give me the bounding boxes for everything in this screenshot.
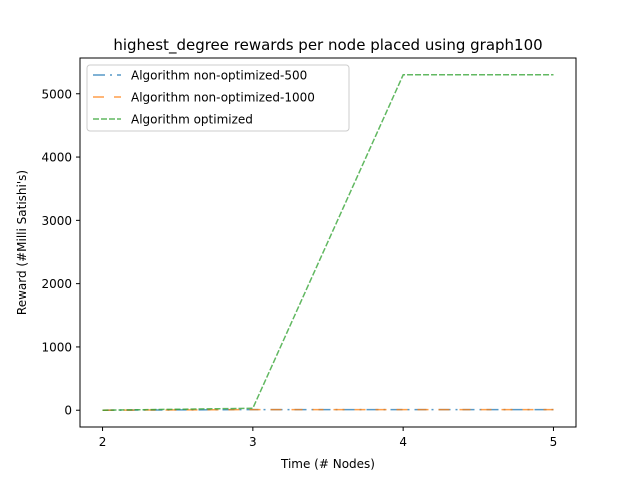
chart-title: highest_degree rewards per node placed u… bbox=[113, 36, 542, 55]
legend: Algorithm non-optimized-500 Algorithm non… bbox=[86, 64, 350, 132]
x-tick-label: 4 bbox=[399, 435, 407, 449]
x-tick-label: 3 bbox=[249, 435, 257, 449]
y-axis-ticks: 0 1000 2000 3000 4000 5000 bbox=[41, 87, 80, 418]
y-tick-label: 0 bbox=[64, 404, 72, 418]
legend-box bbox=[86, 64, 350, 132]
legend-label-3: Algorithm optimized bbox=[131, 113, 253, 127]
y-tick-label: 2000 bbox=[41, 277, 72, 291]
y-tick-label: 4000 bbox=[41, 151, 72, 165]
y-axis-label: Reward (#Milli Satishi's) bbox=[15, 170, 29, 315]
x-tick-label: 5 bbox=[550, 435, 558, 449]
series-line-3 bbox=[102, 74, 554, 411]
x-tick-label: 2 bbox=[99, 435, 107, 449]
x-axis-ticks: 2 3 4 5 bbox=[99, 427, 558, 449]
y-tick-label: 5000 bbox=[41, 87, 72, 101]
legend-label-2: Algorithm non-optimized-1000 bbox=[131, 91, 315, 105]
y-tick-label: 3000 bbox=[41, 214, 72, 228]
legend-label-1: Algorithm non-optimized-500 bbox=[131, 69, 307, 83]
y-tick-label: 1000 bbox=[41, 340, 72, 354]
plot-area bbox=[79, 57, 577, 428]
series-layer bbox=[102, 74, 554, 411]
x-axis-label: Time (# Nodes) bbox=[280, 457, 375, 471]
axes-frame bbox=[79, 57, 577, 428]
